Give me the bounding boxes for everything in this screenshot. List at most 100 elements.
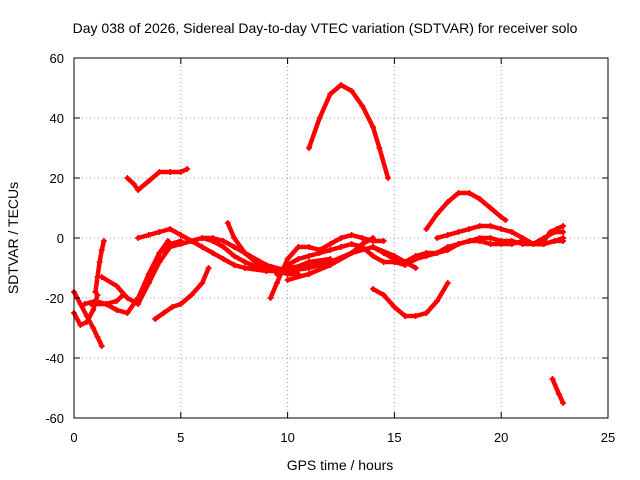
ticks: 0 5 10 15 20 25 -60 -40 -20 0 20 40 60 xyxy=(45,51,615,445)
data-point xyxy=(338,235,344,241)
series-line-pass-14 xyxy=(274,241,397,277)
data-point xyxy=(295,256,302,262)
x-tick-label: 5 xyxy=(177,430,184,445)
data-point xyxy=(434,211,441,217)
data-point xyxy=(384,175,391,181)
data-point xyxy=(380,238,387,244)
data-point xyxy=(305,145,312,151)
data-point xyxy=(92,298,99,304)
data-point xyxy=(124,175,131,181)
data-point xyxy=(327,91,334,97)
data-point xyxy=(284,277,291,283)
data-point xyxy=(540,235,547,241)
data-point xyxy=(455,190,462,196)
data-point xyxy=(231,253,238,259)
data-point xyxy=(555,391,562,397)
data-point xyxy=(124,310,131,316)
data-point xyxy=(241,250,248,256)
data-point xyxy=(348,250,355,256)
data-point xyxy=(220,244,227,250)
data-point xyxy=(508,229,515,235)
data-point xyxy=(90,325,97,331)
data-point xyxy=(391,259,398,265)
x-tick-label: 20 xyxy=(494,430,508,445)
data-point xyxy=(98,247,105,253)
data-point xyxy=(487,205,494,211)
data-point xyxy=(160,310,167,316)
data-point xyxy=(551,229,558,235)
data-point xyxy=(348,88,355,94)
data-point xyxy=(120,292,127,298)
data-point xyxy=(164,238,171,244)
data-point xyxy=(263,265,270,271)
data-point xyxy=(487,223,494,229)
data-point xyxy=(560,238,567,244)
x-tick-label: 0 xyxy=(70,430,77,445)
y-tick-label: 0 xyxy=(57,231,64,246)
data-point xyxy=(305,244,312,250)
data-point xyxy=(96,259,103,265)
data-point xyxy=(252,259,259,265)
data-point xyxy=(98,274,105,280)
data-point xyxy=(188,292,195,298)
data-point xyxy=(177,241,184,247)
data-point xyxy=(444,280,451,286)
data-point xyxy=(113,283,120,289)
data-point xyxy=(519,235,526,241)
data-point xyxy=(455,229,462,235)
series-line-pass-24 xyxy=(550,376,566,406)
data-point xyxy=(145,178,152,184)
data-point xyxy=(103,301,110,307)
data-point xyxy=(402,313,409,319)
data-point xyxy=(359,241,366,247)
data-point xyxy=(498,214,505,220)
data-point xyxy=(498,226,505,232)
data-point xyxy=(412,265,419,271)
data-point xyxy=(209,250,216,256)
data-point xyxy=(434,250,441,256)
data-point xyxy=(327,247,334,253)
data-point xyxy=(487,241,494,247)
data-point xyxy=(199,244,206,250)
data-point xyxy=(359,103,366,109)
data-point xyxy=(241,259,248,265)
data-point xyxy=(316,115,323,121)
data-point xyxy=(81,301,88,307)
data-point xyxy=(316,250,323,256)
series-line-pass-03 xyxy=(93,238,107,295)
y-axis-label: SDTVAR / TECUs xyxy=(5,182,21,294)
data-point xyxy=(370,253,377,259)
data-point xyxy=(231,235,238,241)
data-point xyxy=(156,259,163,265)
data-point xyxy=(152,316,159,322)
data-point xyxy=(156,250,163,256)
data-point xyxy=(284,271,291,277)
series-layer xyxy=(71,82,567,406)
data-point xyxy=(284,256,291,262)
series-line-pass-17 xyxy=(370,280,451,319)
data-point xyxy=(113,307,120,313)
data-point xyxy=(380,292,387,298)
data-point xyxy=(376,145,383,151)
data-point xyxy=(370,235,377,241)
data-point xyxy=(224,220,231,226)
data-point xyxy=(423,310,430,316)
data-point xyxy=(402,262,409,268)
data-point xyxy=(434,298,441,304)
data-point xyxy=(560,229,567,235)
data-point xyxy=(273,280,280,286)
data-point xyxy=(348,241,355,247)
data-point xyxy=(359,235,366,241)
data-point xyxy=(135,301,142,307)
x-tick-label: 15 xyxy=(387,430,401,445)
y-tick-label: 60 xyxy=(50,51,64,66)
data-point xyxy=(560,223,567,229)
data-point xyxy=(338,244,344,250)
data-point xyxy=(455,241,462,247)
data-point xyxy=(135,235,142,241)
data-point xyxy=(241,265,248,271)
data-point xyxy=(444,232,451,238)
data-point xyxy=(348,232,355,238)
data-point xyxy=(476,223,483,229)
